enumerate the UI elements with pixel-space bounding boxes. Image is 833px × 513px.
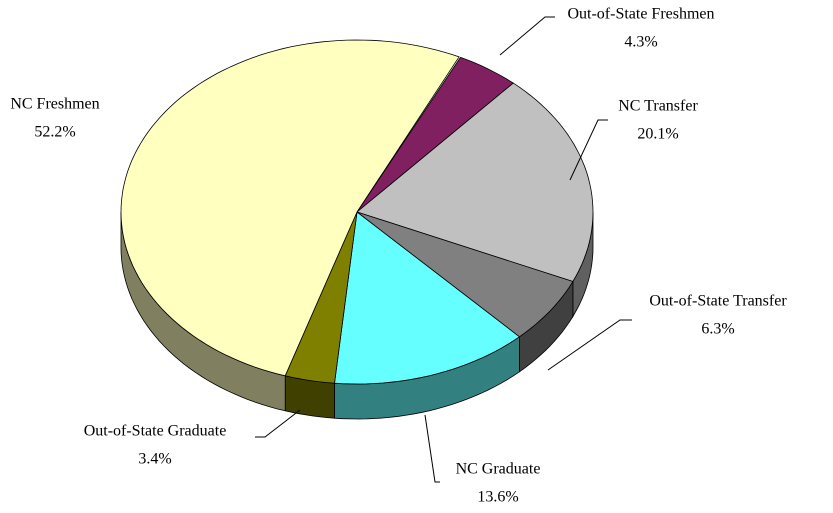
leader-line: [547, 319, 632, 371]
slice: [120, 39, 460, 377]
slice-value-label: 52.2%: [34, 124, 75, 141]
slice-label: Out-of-State Transfer: [649, 293, 787, 310]
slice: [284, 211, 358, 384]
slice-label: Out-of-State Freshmen: [567, 6, 714, 23]
leader-line: [499, 16, 555, 56]
slice-value-label: 3.4%: [138, 451, 171, 468]
slice-value-label: 13.6%: [477, 489, 518, 506]
slice-value-label: 4.3%: [624, 34, 657, 51]
slice-value-label: 6.3%: [701, 321, 734, 338]
slice-label: Out-of-State Graduate: [84, 423, 227, 440]
slice-label: NC Graduate: [456, 461, 541, 478]
leader-line: [569, 119, 608, 181]
slice: [356, 82, 594, 282]
slice: [334, 211, 521, 385]
leader-line: [255, 409, 301, 438]
slice: [356, 56, 514, 213]
slice: [356, 211, 574, 338]
slice-label: NC Transfer: [618, 98, 698, 115]
slice-value-label: 20.1%: [637, 126, 678, 143]
leader-line: [424, 414, 440, 483]
slice-label: NC Freshmen: [10, 96, 99, 113]
